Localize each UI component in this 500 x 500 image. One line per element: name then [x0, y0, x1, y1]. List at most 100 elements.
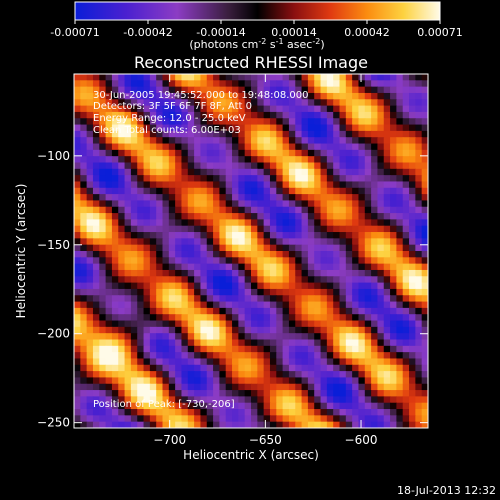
heatmap-cell: [175, 168, 183, 176]
heatmap-cell: [181, 219, 189, 227]
heatmap-cell: [364, 402, 372, 410]
heatmap-cell: [352, 206, 360, 214]
heatmap-cell: [232, 213, 239, 220]
heatmap-cell: [402, 213, 410, 220]
heatmap-cell: [86, 257, 94, 265]
heatmap-cell: [194, 282, 202, 290]
heatmap-cell: [99, 364, 107, 372]
heatmap-cell: [105, 244, 113, 252]
heatmap-cell: [339, 421, 347, 428]
heatmap-cell: [244, 288, 252, 296]
heatmap-cell: [238, 345, 246, 353]
heatmap-cell: [124, 352, 132, 360]
heatmap-cell: [130, 396, 138, 404]
heatmap-cell: [402, 118, 410, 126]
heatmap-cell: [352, 181, 360, 189]
heatmap-cell: [219, 288, 227, 296]
heatmap-cell: [390, 326, 397, 334]
heatmap-cell: [377, 194, 385, 202]
heatmap-cell: [74, 244, 81, 252]
heatmap-cell: [74, 149, 81, 157]
heatmap-cell: [206, 80, 214, 88]
heatmap-cell: [200, 111, 208, 119]
heatmap-cell: [276, 219, 284, 227]
heatmap-cell: [396, 251, 404, 258]
heatmap-cell: [175, 149, 183, 157]
heatmap-cell: [137, 314, 145, 322]
heatmap-cell: [219, 80, 227, 88]
heatmap-cell: [333, 105, 341, 113]
heatmap-cell: [333, 307, 341, 315]
heatmap-cell: [162, 371, 170, 379]
heatmap-cell: [333, 99, 341, 107]
heatmap-cell: [225, 181, 233, 189]
heatmap-cell: [181, 371, 189, 379]
heatmap-cell: [402, 352, 410, 360]
heatmap-cell: [105, 396, 113, 404]
heatmap-cell: [377, 225, 385, 233]
heatmap-cell: [74, 320, 81, 328]
heatmap-cell: [92, 232, 100, 239]
heatmap-cell: [206, 92, 214, 100]
heatmap-cell: [200, 301, 208, 309]
heatmap-cell: [257, 288, 265, 296]
heatmap-cell: [111, 276, 119, 284]
heatmap-cell: [181, 143, 189, 151]
heatmap-cell: [326, 219, 334, 227]
heatmap-cell: [194, 187, 202, 195]
heatmap-cell: [200, 421, 208, 428]
heatmap-cell: [263, 206, 271, 214]
heatmap-cell: [74, 383, 81, 391]
heatmap-cell: [118, 415, 126, 423]
heatmap-cell: [213, 333, 220, 341]
heatmap-cell: [118, 257, 126, 265]
heatmap-cell: [333, 352, 341, 360]
heatmap-cell: [80, 181, 88, 189]
heatmap-cell: [288, 162, 296, 170]
heatmap-cell: [130, 314, 138, 322]
heatmap-cell: [390, 92, 397, 100]
heatmap-cell: [225, 244, 233, 252]
heatmap-cell: [326, 130, 334, 138]
heatmap-cell: [149, 377, 157, 385]
heatmap-cell: [80, 257, 88, 265]
heatmap-cell: [200, 130, 208, 138]
heatmap-cell: [232, 74, 239, 81]
heatmap-cell: [339, 194, 347, 202]
heatmap-cell: [175, 137, 183, 145]
heatmap-cell: [396, 194, 404, 202]
heatmap-cell: [263, 352, 271, 360]
heatmap-cell: [364, 263, 372, 271]
heatmap-cell: [345, 269, 353, 277]
heatmap-cell: [238, 396, 246, 404]
heatmap-cell: [225, 118, 233, 126]
heatmap-cell: [282, 143, 290, 151]
heatmap-cell: [282, 257, 290, 265]
heatmap-cell: [295, 86, 303, 94]
heatmap-cell: [263, 130, 271, 138]
heatmap-cell: [352, 219, 360, 227]
heatmap-cell: [219, 92, 227, 100]
heatmap-cell: [137, 137, 145, 145]
heatmap-cell: [80, 396, 88, 404]
heatmap-cell: [314, 377, 322, 385]
heatmap-cell: [345, 137, 353, 145]
heatmap-cell: [111, 377, 119, 385]
heatmap-cell: [168, 143, 176, 151]
heatmap-cell: [187, 118, 195, 126]
heatmap-cell: [187, 263, 195, 271]
heatmap-cell: [168, 232, 176, 239]
heatmap-cell: [396, 181, 404, 189]
heatmap-cell: [251, 219, 258, 227]
heatmap-cell: [156, 187, 164, 195]
heatmap-cell: [99, 257, 107, 265]
heatmap-cell: [371, 358, 379, 366]
heatmap-cell: [409, 326, 416, 334]
heatmap-cell: [162, 333, 170, 341]
heatmap-cell: [206, 118, 214, 126]
heatmap-cell: [200, 168, 208, 176]
heatmap-cell: [162, 130, 170, 138]
heatmap-cell: [307, 105, 315, 113]
heatmap-cell: [238, 415, 246, 423]
heatmap-cell: [162, 282, 170, 290]
